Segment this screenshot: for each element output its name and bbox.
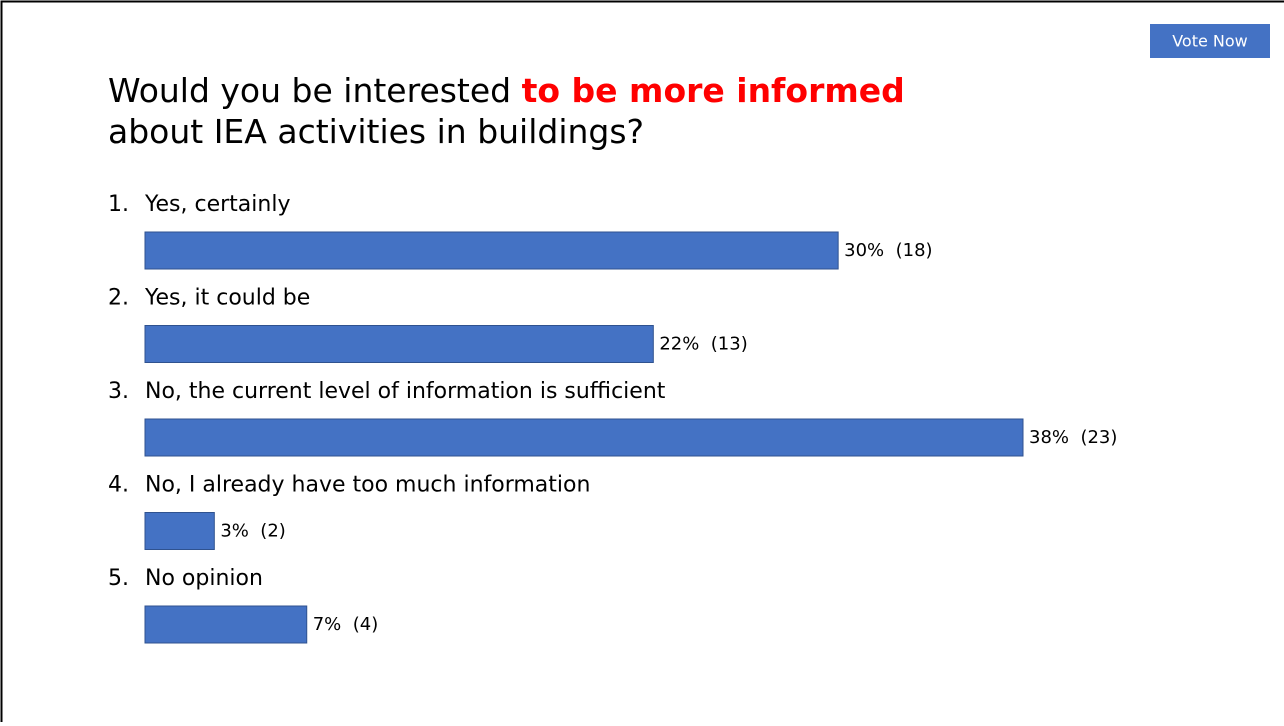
item-label: No, I already have too much information [145,473,590,498]
bar [145,513,214,550]
item-number: 5. [108,566,129,591]
value-label: 3% (2) [220,521,286,542]
title-part: about IEA activities in buildings? [108,112,644,151]
item-label: No opinion [145,566,263,591]
bar [145,326,653,363]
title-line-1: Would you be interested to be more infor… [108,71,905,110]
item-label: No, the current level of information is … [145,379,666,404]
title-line-2: about IEA activities in buildings? [108,112,644,151]
value-label: 38% (23) [1029,427,1117,448]
item-number: 2. [108,286,129,311]
title-highlight: to be more informed [522,71,905,110]
item-number: 3. [108,379,129,404]
value-label: 22% (13) [659,334,747,355]
bar [145,606,307,643]
item-number: 1. [108,192,129,217]
value-label: 30% (18) [844,240,932,261]
item-number: 4. [108,473,129,498]
item-label: Yes, it could be [144,286,310,311]
item-label: Yes, certainly [144,192,290,217]
bar [145,419,1023,456]
title-part: Would you be interested [108,71,522,110]
value-label: 7% (4) [313,614,379,635]
vote-button-label[interactable]: Vote Now [1172,32,1248,51]
bar [145,232,838,269]
